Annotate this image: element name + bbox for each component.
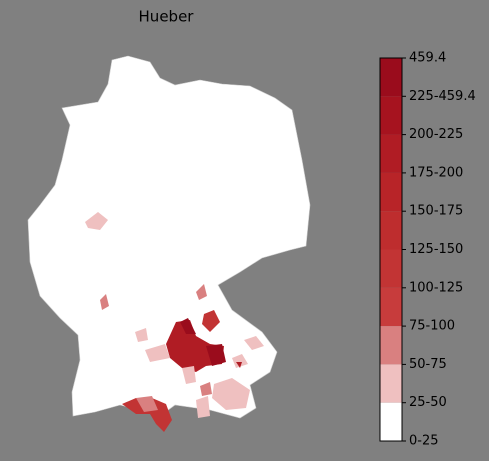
colorbar-segment [380, 287, 402, 327]
colorbar-label: 225-459.4 [409, 89, 476, 104]
region [202, 310, 220, 332]
region [244, 336, 264, 350]
colorbar-label: 150-175 [409, 204, 463, 219]
region [182, 366, 196, 384]
region [145, 344, 170, 362]
colorbar-segment [380, 58, 402, 97]
colorbar-label: 459.4 [409, 51, 446, 66]
region [166, 320, 224, 372]
region [206, 344, 226, 366]
colorbar-segment [380, 211, 402, 250]
region [212, 378, 250, 410]
region [200, 382, 212, 396]
colorbar-label: 75-100 [409, 319, 455, 334]
colorbar-label: 0-25 [409, 434, 439, 449]
colorbar-segment [380, 326, 402, 365]
colorbar-label: 25-50 [409, 395, 447, 410]
region [232, 354, 248, 368]
colorbar-segment [380, 364, 402, 403]
region [196, 284, 207, 300]
colorbar-segment [380, 249, 402, 288]
region [236, 362, 242, 368]
region [85, 212, 108, 230]
colorbar-label: 50-75 [409, 357, 447, 372]
colorbar-label: 125-150 [409, 242, 463, 257]
colorbar: 459.4 225-459.4 200-225 175-200 150-175 125-1… [379, 51, 476, 449]
colorbar-segment [380, 96, 402, 135]
map-title: Hueber [139, 8, 195, 26]
country-outline [27, 55, 311, 419]
region [196, 396, 210, 418]
region [136, 396, 158, 412]
germany-map [27, 55, 311, 432]
colorbar-frame [379, 57, 403, 442]
colorbar-segment [380, 134, 402, 173]
colorbar-segment [380, 402, 402, 441]
colorbar-label: 200-225 [409, 127, 463, 142]
colorbar-segment [380, 172, 402, 212]
region [180, 318, 196, 334]
region [135, 328, 148, 342]
region [122, 398, 172, 432]
colorbar-label: 175-200 [409, 165, 463, 180]
colorbar-label: 100-125 [409, 280, 463, 295]
region [100, 294, 109, 310]
